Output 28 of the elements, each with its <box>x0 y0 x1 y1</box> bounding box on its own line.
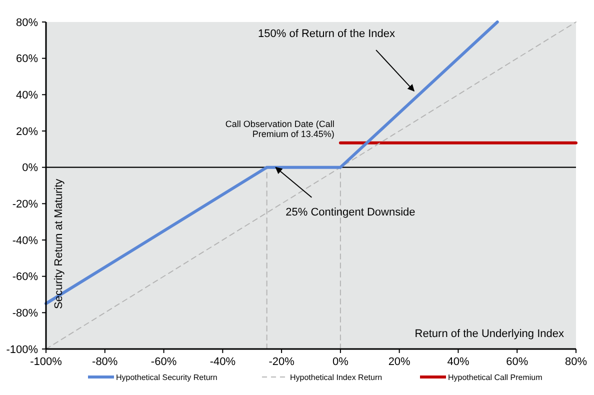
x-tick-label: -80% <box>92 356 118 368</box>
x-tick-label: -20% <box>268 356 295 368</box>
y-tick-label: -60% <box>12 271 38 284</box>
y-tick-label: 60% <box>16 53 38 66</box>
x-tick-label: 60% <box>506 356 528 368</box>
annotation: 150% of Return of the Index <box>258 28 396 40</box>
x-tick-label: -60% <box>150 356 177 368</box>
x-tick-label: 0% <box>332 356 349 368</box>
x-tick-label: -100% <box>30 356 62 368</box>
x-tick-label: 80% <box>564 356 588 368</box>
y-tick-label: 40% <box>16 90 38 102</box>
y-tick-label: -80% <box>12 308 38 320</box>
x-axis-title: Return of the Underlying Index <box>414 328 564 340</box>
legend-label: Hypothetical Call Premium <box>448 372 543 382</box>
y-tick-label: 20% <box>16 126 38 138</box>
y-axis-title: Security Return at Maturity <box>53 178 65 310</box>
x-tick-label: -40% <box>210 356 236 368</box>
y-tick-label: -20% <box>12 198 38 211</box>
annotation: 25% Contingent Downside <box>286 206 416 218</box>
legend-label: Hypothetical Security Return <box>116 372 218 382</box>
y-tick-label: -100% <box>6 344 38 356</box>
annotation: Call Observation Date (Call Premium of 13.45%) <box>225 118 334 140</box>
x-tick-label: 40% <box>447 356 470 368</box>
x-tick-label: 20% <box>388 356 411 368</box>
y-tick-label: -40% <box>12 234 38 247</box>
y-tick-label: 0% <box>22 162 38 174</box>
legend-label: Hypothetical Index Return <box>290 372 382 382</box>
y-tick-label: 80% <box>16 16 38 29</box>
